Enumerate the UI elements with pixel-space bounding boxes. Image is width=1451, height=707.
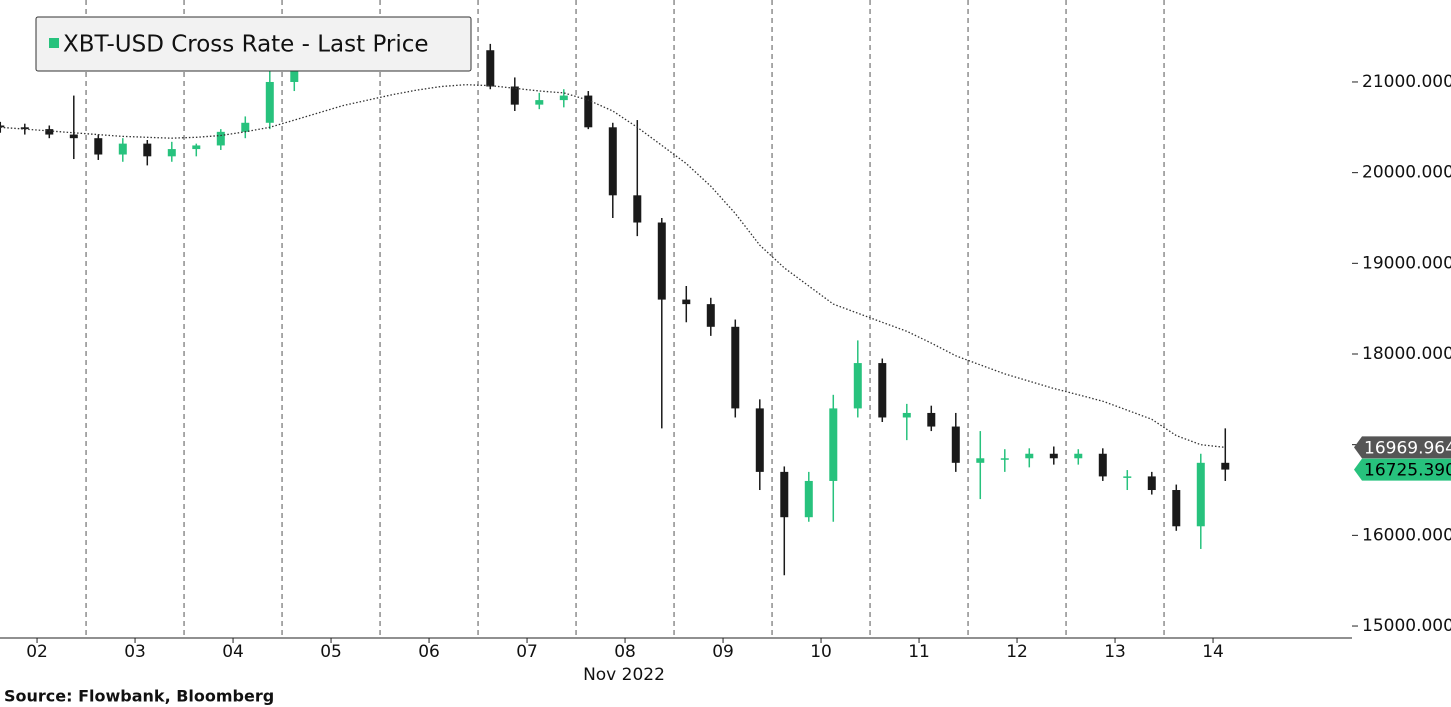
candle-body <box>1025 453 1034 459</box>
y-tick-label: 20000.000 <box>1362 163 1451 183</box>
candle-body <box>976 458 985 463</box>
last-value-box <box>1354 458 1451 481</box>
candle-body <box>143 143 152 157</box>
last-value-box <box>1354 436 1451 459</box>
x-tick-label: 10 <box>810 642 832 662</box>
legend-label: XBT-USD Cross Rate - Last Price <box>63 32 429 58</box>
x-tick-label: 03 <box>124 642 146 662</box>
candle-body <box>1123 476 1132 478</box>
y-tick-label: 16000.000 <box>1362 525 1451 545</box>
candle-body <box>902 412 911 418</box>
candle-body <box>192 145 201 150</box>
candle-body <box>94 138 103 155</box>
candle-body <box>265 81 274 123</box>
candle-body <box>951 426 960 463</box>
candle-body <box>829 408 838 481</box>
source-note: Source: Flowbank, Bloomberg <box>4 687 274 706</box>
candle-body <box>20 127 29 130</box>
candle-body <box>118 143 127 155</box>
x-axis-label: Nov 2022 <box>583 665 665 685</box>
x-tick-label: 05 <box>320 642 342 662</box>
candle-body <box>216 131 225 146</box>
candle-body <box>1172 490 1181 527</box>
candle-body <box>804 480 813 518</box>
x-tick-label: 13 <box>1104 642 1126 662</box>
candle-body <box>510 86 519 105</box>
legend-swatch <box>49 38 59 48</box>
candle-body <box>535 100 544 105</box>
x-tick-label: 06 <box>418 642 440 662</box>
x-tick-label: 04 <box>222 642 244 662</box>
candle-body <box>657 222 666 300</box>
candle-body <box>1000 458 1009 460</box>
x-tick-label: 08 <box>614 642 636 662</box>
candle-body <box>682 299 691 305</box>
y-tick-label: 19000.000 <box>1362 253 1451 273</box>
last-value-label: 16725.390 <box>1364 461 1451 481</box>
x-tick-label: 14 <box>1202 642 1224 662</box>
candle-body <box>45 129 54 135</box>
x-tick-label: 02 <box>26 642 48 662</box>
candle-body <box>878 363 887 418</box>
candle-body <box>1074 453 1083 459</box>
candle-body <box>486 50 495 87</box>
candle-body <box>1147 476 1156 491</box>
candle-body <box>731 326 740 409</box>
x-tick-label: 07 <box>516 642 538 662</box>
candle-body <box>608 127 617 196</box>
candle-body <box>755 408 764 472</box>
candle-body <box>241 122 250 132</box>
candle-body <box>1049 453 1058 459</box>
last-value-label: 16969.964 <box>1364 438 1451 458</box>
candle-body <box>559 95 568 101</box>
y-tick-label: 21000.000 <box>1362 72 1451 92</box>
candle-body <box>780 471 789 518</box>
candle-body <box>69 134 78 139</box>
x-tick-label: 11 <box>908 642 930 662</box>
candle-body <box>584 95 593 128</box>
y-tick-label: 18000.000 <box>1362 344 1451 364</box>
candle-body <box>706 304 715 327</box>
candle-body <box>0 125 5 128</box>
candle-body <box>853 363 862 409</box>
x-tick-label: 09 <box>712 642 734 662</box>
candle-body <box>927 412 936 427</box>
candle-body <box>1098 453 1107 477</box>
legend-box <box>35 16 472 72</box>
candle-body <box>167 149 176 157</box>
y-tick-label: 15000.000 <box>1362 616 1451 636</box>
candle-body <box>1196 462 1205 527</box>
x-tick-label: 12 <box>1006 642 1028 662</box>
candle-body <box>1221 462 1230 470</box>
candle-body <box>633 195 642 223</box>
